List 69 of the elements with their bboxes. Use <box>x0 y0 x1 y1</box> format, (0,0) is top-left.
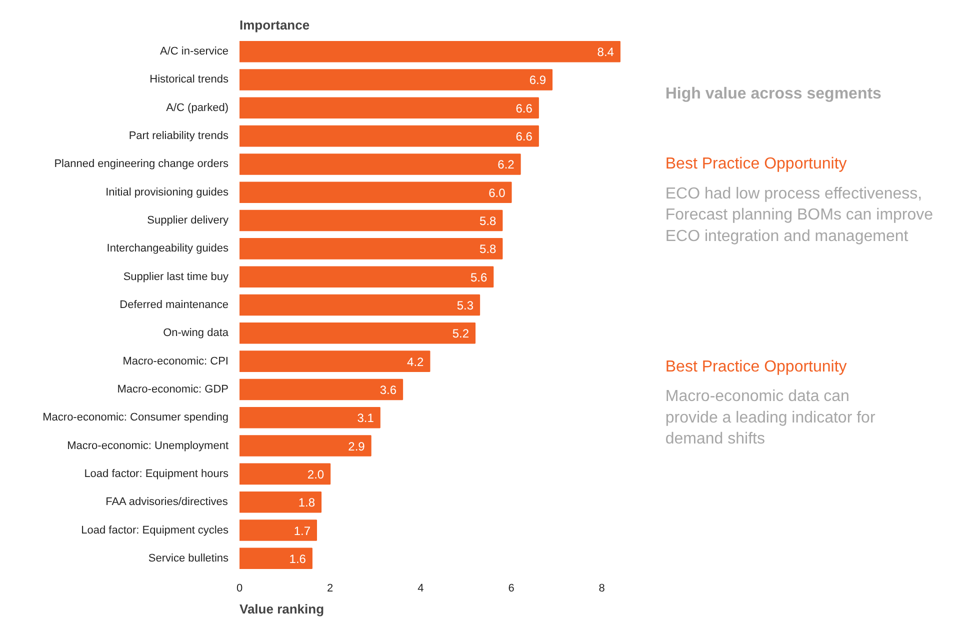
bar <box>240 463 331 485</box>
data-label: 5.3 <box>456 298 474 312</box>
bar <box>240 266 494 288</box>
bar <box>240 378 404 400</box>
y-tick-label: Supplier delivery <box>147 214 229 227</box>
data-label: 1.6 <box>289 552 306 566</box>
x-tick-label: 6 <box>508 582 514 594</box>
data-label: 5.8 <box>480 242 497 256</box>
bar <box>240 548 312 570</box>
data-label: 1.8 <box>298 496 316 510</box>
y-tick-label: Deferred maintenance <box>120 299 229 311</box>
bar <box>240 238 503 260</box>
bar <box>240 125 539 147</box>
y-tick-label: Macro-economic: Unemployment <box>67 440 228 452</box>
y-tick-label: Planned engineering change orders <box>54 158 229 170</box>
data-label: 1.7 <box>294 524 311 538</box>
bar <box>240 491 322 513</box>
data-label: 5.2 <box>452 326 470 341</box>
bar <box>240 294 480 316</box>
y-tick-label: Macro-economic: Consumer spending <box>42 412 229 424</box>
x-tick-label: 4 <box>418 582 424 594</box>
data-label: 2.9 <box>348 439 366 454</box>
y-tick-label: Load factor: Equipment cycles <box>81 524 229 536</box>
bar <box>240 435 372 456</box>
bar <box>240 520 317 541</box>
y-tick-label: Service bulletins <box>148 552 229 564</box>
data-label: 6.6 <box>516 101 533 116</box>
text: Best Practice Opportunity <box>665 358 847 376</box>
data-label: 3.6 <box>380 382 397 397</box>
data-label: 2.0 <box>307 467 324 482</box>
bar <box>240 182 512 204</box>
bar <box>240 69 553 90</box>
bar <box>240 154 521 175</box>
y-tick-label: Historical trends <box>150 74 229 86</box>
text: High value across segments <box>665 85 882 102</box>
x-axis-title: Value ranking <box>240 602 324 616</box>
y-tick-label: Macro-economic: CPI <box>122 355 229 368</box>
data-label: 8.4 <box>597 45 614 60</box>
text: Macro-economic data can provide a leading indicator for demand shifts <box>665 388 876 448</box>
y-tick-label: A/C (parked) <box>166 102 229 114</box>
y-tick-label: Macro-economic: GDP <box>117 383 229 396</box>
x-tick-label: 2 <box>327 582 334 594</box>
y-tick-label: On-wing data <box>163 327 230 340</box>
y-axis-title: Importance <box>240 18 310 32</box>
bar <box>240 406 380 428</box>
text: ECO had low process effectiveness, Forecast planning BOMs can improve ECO integration and management <box>665 185 934 245</box>
x-tick-label: 0 <box>236 582 243 594</box>
bar <box>240 40 620 62</box>
data-label: 3.1 <box>357 411 374 426</box>
bar <box>240 350 430 372</box>
x-tick-label: 8 <box>598 582 605 594</box>
bar <box>240 97 539 119</box>
y-tick-label: Load factor: Equipment hours <box>84 468 229 480</box>
y-tick-label: FAA advisories/directives <box>106 496 228 508</box>
data-label: 4.2 <box>407 354 424 369</box>
y-tick-label: Interchangeability guides <box>106 242 229 255</box>
data-label: 6.0 <box>488 186 506 200</box>
bar <box>240 210 503 232</box>
data-label: 5.6 <box>470 270 488 284</box>
y-tick-label: Initial provisioning guides <box>106 186 229 198</box>
text: Best Practice Opportunity <box>665 156 847 173</box>
data-label: 6.9 <box>529 73 546 88</box>
data-label: 6.6 <box>516 130 533 144</box>
y-tick-label: Part reliability trends <box>128 130 229 142</box>
y-tick-label: A/C in-service <box>160 46 229 58</box>
data-label: 5.8 <box>480 214 497 228</box>
bar <box>240 322 476 344</box>
data-label: 6.2 <box>498 158 515 172</box>
y-tick-label: Supplier last time buy <box>123 270 229 283</box>
